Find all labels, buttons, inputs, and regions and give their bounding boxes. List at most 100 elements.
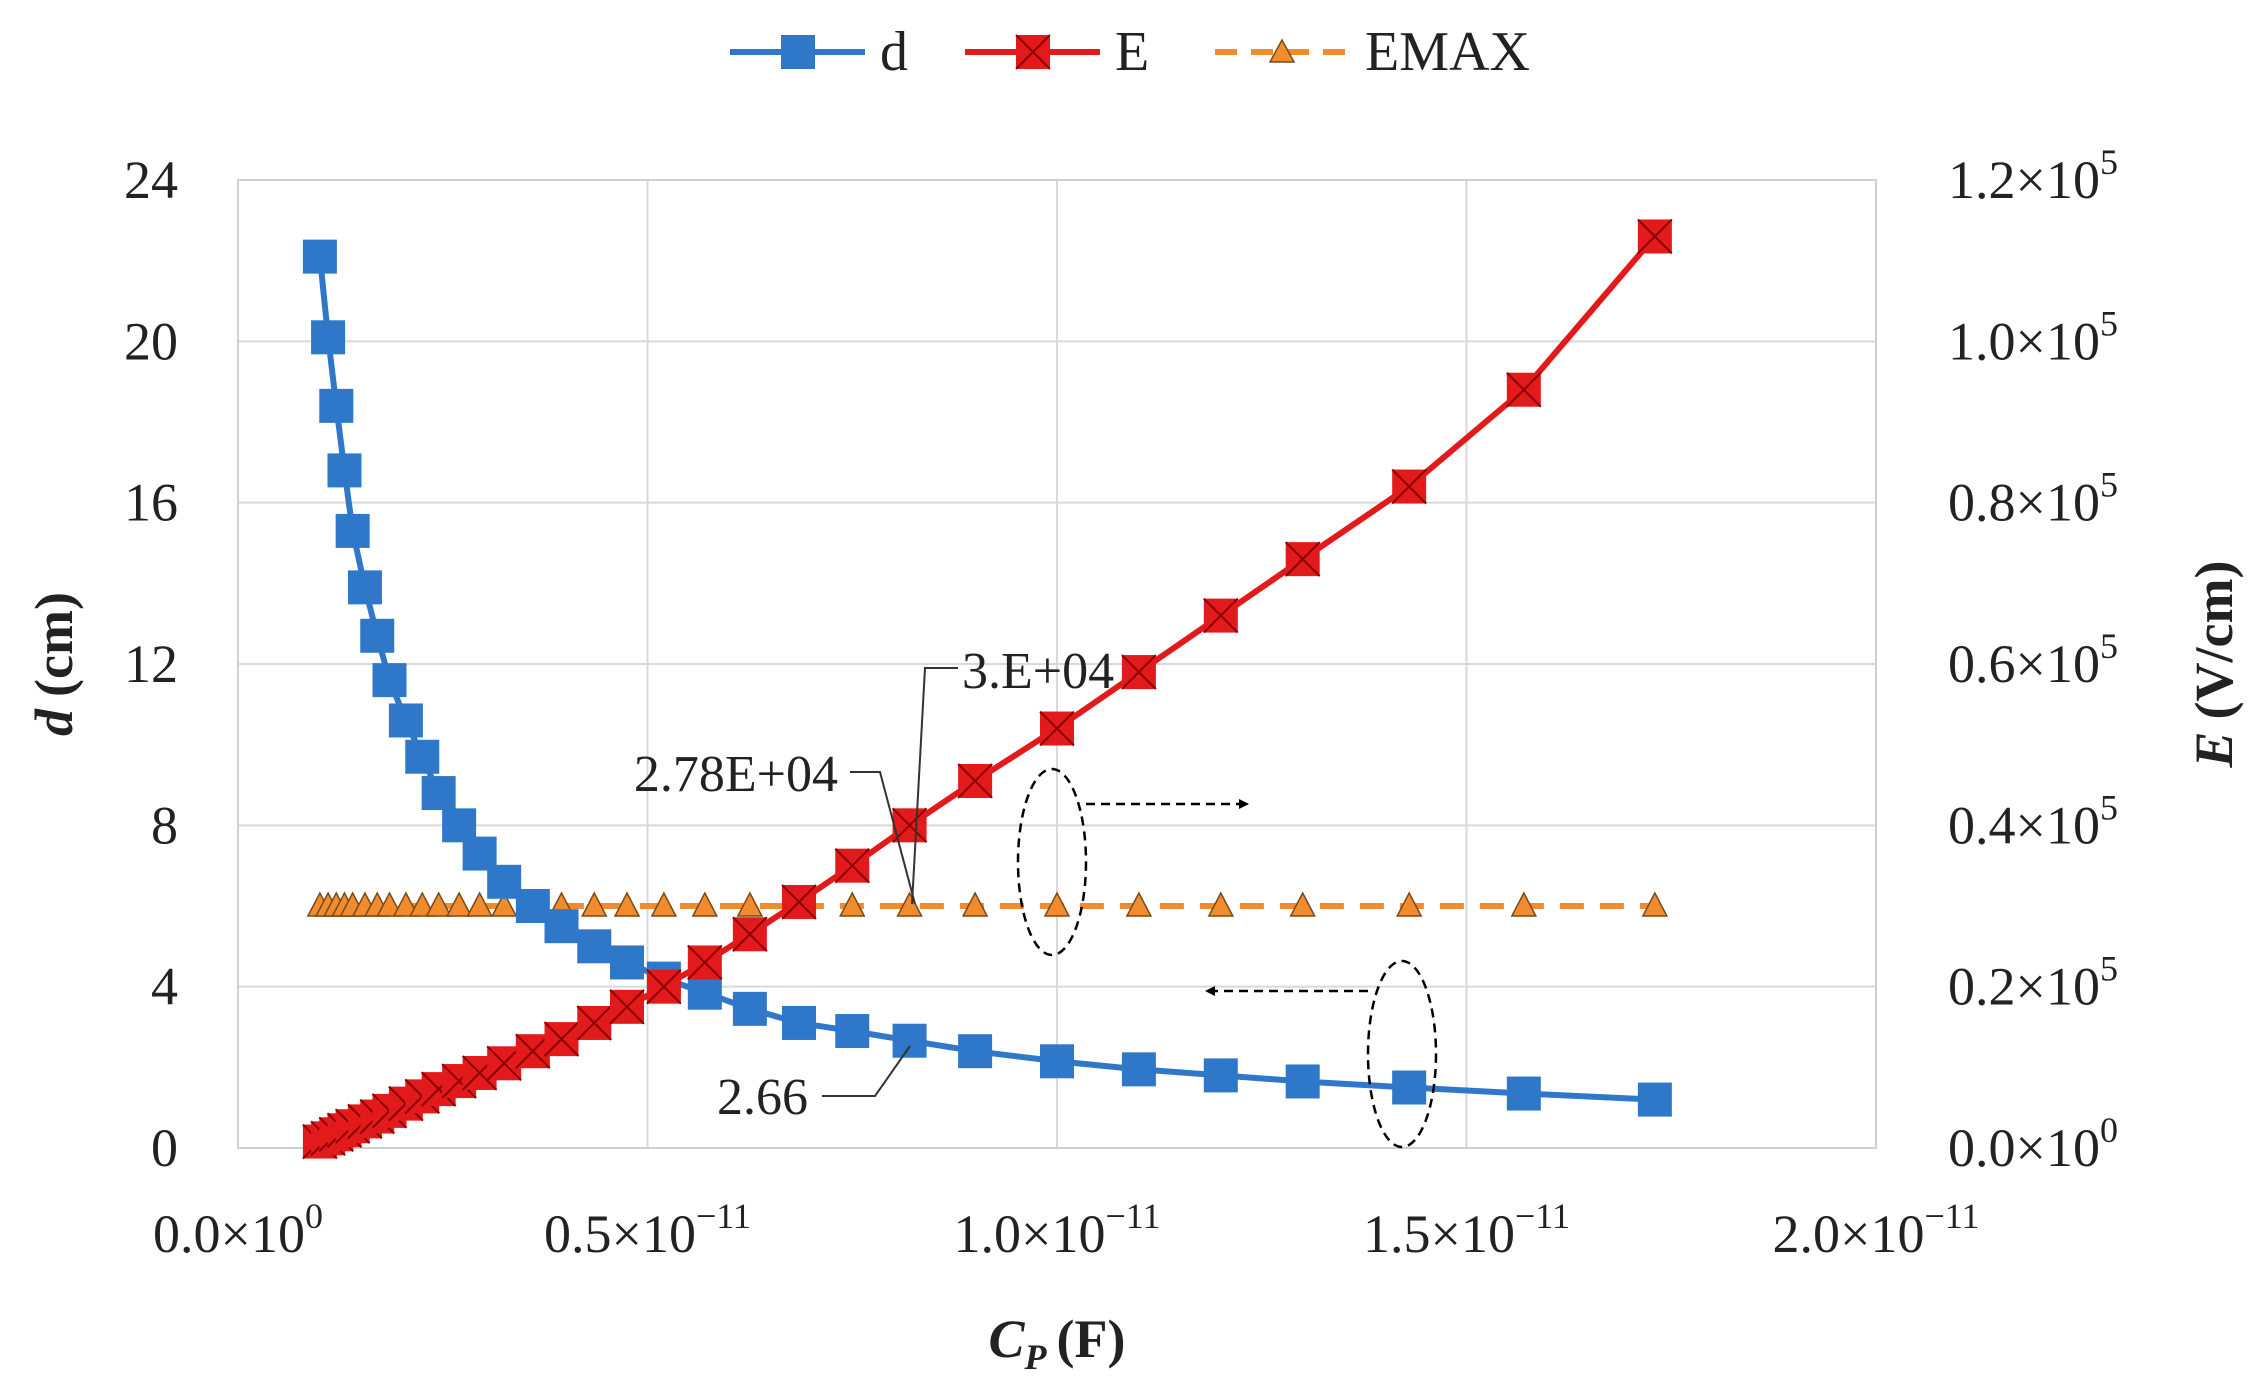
tick-mantissa: 0.6×10 [1948, 634, 2100, 694]
data-point-d [1040, 1044, 1074, 1079]
d-callout-leader [822, 1045, 911, 1097]
data-point-d [405, 739, 440, 774]
data-point-emax [736, 891, 764, 917]
left-tick-label: 4 [151, 957, 178, 1017]
data-point-emax [1510, 891, 1538, 917]
tick-mantissa: 1.5×10 [1363, 1204, 1515, 1264]
data-point-e-cross [576, 1005, 612, 1041]
data-point-d [327, 453, 362, 488]
legend-d-marker [781, 35, 815, 69]
data-point-e-cross [515, 1033, 551, 1069]
annotations: 3.E+04 2.78E+04 2.66 [634, 643, 1438, 1149]
tick-exponent: 5 [2100, 949, 2118, 989]
data-point-d [782, 1005, 817, 1040]
legend-e-marker-cross [1015, 34, 1051, 70]
left-tick-label: 16 [124, 473, 178, 533]
data-point-e-cross [1121, 654, 1157, 690]
series-d [302, 239, 1672, 1117]
tick-mantissa: 1.0×10 [954, 1204, 1106, 1264]
data-point-e-cross [646, 968, 682, 1005]
x-axis-title-sub: P [1024, 1337, 1048, 1377]
data-point-emax [613, 891, 641, 917]
data-point-d [544, 909, 579, 944]
data-point-emax [1043, 891, 1071, 917]
data-point-d [732, 991, 767, 1026]
legend-item-emax: EMAX [1215, 21, 1530, 83]
data-point-emax [1207, 891, 1235, 917]
data-point-e-cross [1506, 372, 1542, 408]
data-point-d [1637, 1082, 1672, 1117]
tick-exponent: −11 [696, 1196, 751, 1236]
data-point-d [610, 945, 645, 980]
left-axis-title-main: d [24, 708, 84, 736]
right-tick-label: 0.2×105 [1948, 949, 2118, 1017]
data-point-d [1121, 1052, 1156, 1087]
tick-mantissa: 0.4×10 [1948, 795, 2100, 855]
data-point-emax [392, 891, 420, 917]
legend: d E EMAX [730, 21, 1530, 83]
data-point-emax [839, 891, 866, 917]
emax-callout-leader [911, 667, 958, 905]
data-point-e-cross [1039, 710, 1075, 747]
data-point-e-cross [1637, 218, 1673, 255]
tick-exponent: 5 [2100, 303, 2118, 343]
data-point-d [388, 703, 423, 738]
data-point-d [311, 320, 346, 355]
data-point-d [487, 864, 522, 899]
data-point-emax [376, 891, 403, 917]
tick-exponent: 0 [305, 1196, 323, 1236]
right-tick-label: 0.6×105 [1948, 626, 2118, 694]
data-point-d [1285, 1064, 1320, 1099]
data-point-e-cross [1391, 468, 1427, 505]
data-point-e-cross [543, 1021, 580, 1057]
left-tick-label: 0 [151, 1118, 178, 1178]
data-point-d [335, 513, 370, 548]
data-point-d [360, 618, 395, 653]
left-tick-label: 24 [124, 150, 178, 210]
right-axis-ellipse [1016, 767, 1088, 957]
data-point-emax [1289, 891, 1316, 917]
tick-exponent: 5 [2100, 626, 2118, 666]
tick-exponent: 5 [2100, 787, 2118, 827]
data-point-d [1203, 1058, 1238, 1093]
left-axis-ellipse [1366, 959, 1438, 1149]
x-axis-ticks: 0.0×100 0.5×10−11 1.0×10−11 1.5×10−11 2.0×10… [153, 1196, 1979, 1264]
data-point-e-cross [781, 884, 817, 920]
legend-e-label: E [1115, 21, 1149, 83]
left-tick-label: 12 [124, 634, 178, 694]
legend-d-label: d [880, 21, 908, 83]
plot-area [237, 179, 1877, 1149]
tick-mantissa: 1.2×10 [1948, 150, 2100, 210]
data-point-d [577, 929, 612, 964]
data-point-emax [466, 891, 493, 917]
x-axis-title: CP (F) [989, 1309, 1126, 1377]
tick-exponent: 0 [2100, 1110, 2118, 1150]
data-point-d [347, 570, 382, 605]
legend-emax-label: EMAX [1365, 21, 1530, 83]
data-point-emax [691, 891, 719, 917]
right-axis-title: E (V/cm) [2184, 561, 2244, 769]
tick-exponent: 5 [2100, 465, 2118, 505]
right-tick-label: 0.4×105 [1948, 787, 2118, 855]
tick-exponent: 5 [2100, 142, 2118, 182]
left-axis-title: d (cm) [24, 592, 84, 736]
data-point-e-cross [687, 944, 723, 981]
data-point-emax [1641, 891, 1669, 917]
right-tick-label: 0.0×100 [1948, 1110, 2118, 1178]
left-tick-label: 20 [124, 311, 178, 371]
right-axis-ticks: 0.0×1000.2×1050.4×1050.6×1050.8×1051.0×1… [1948, 142, 2118, 1178]
data-point-d [687, 975, 722, 1010]
tick-mantissa: 0.8×10 [1948, 473, 2100, 533]
data-point-e-cross [891, 807, 928, 844]
intersect-callout-label: 2.78E+04 [634, 746, 838, 803]
data-point-e-cross [1203, 597, 1239, 634]
right-tick-label: 1.0×105 [1948, 303, 2118, 371]
data-point-emax [445, 891, 473, 917]
data-point-d [319, 388, 354, 423]
data-point-d [421, 776, 456, 811]
data-point-e-cross [609, 989, 645, 1025]
data-point-emax [961, 891, 989, 917]
legend-item-e: E [965, 21, 1149, 83]
x-axis-title-unit: (F) [1057, 1309, 1126, 1369]
